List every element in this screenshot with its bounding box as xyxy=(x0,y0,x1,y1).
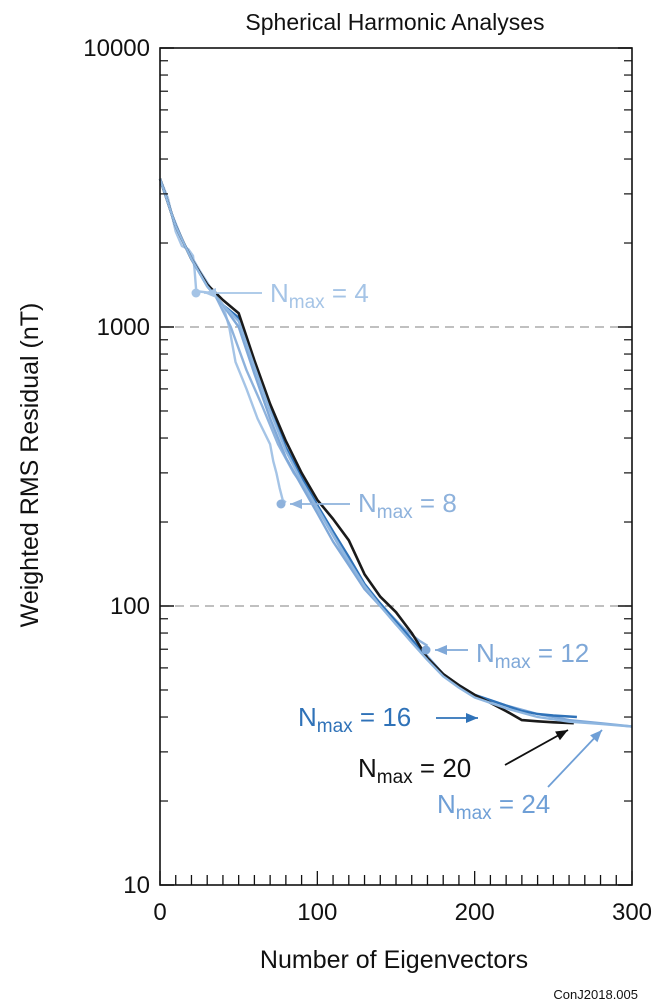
chart-title: Spherical Harmonic Analyses xyxy=(245,9,544,35)
annotation-arrowhead xyxy=(290,499,302,509)
plot-frame xyxy=(159,47,633,886)
series-line-4 xyxy=(158,178,577,719)
x-tick-label-100: 100 xyxy=(297,899,337,926)
x-tick-label-0: 0 xyxy=(153,899,166,926)
ticks: 10 100 1000 10000 0 100 200 300 xyxy=(83,35,652,926)
y-tick-label-10000: 10000 xyxy=(83,35,150,62)
annotation-arrow xyxy=(547,729,603,788)
annotation-label: Nmax = 12 xyxy=(476,638,589,673)
annotation-4: Nmax = 16 xyxy=(298,702,478,737)
series-line-5 xyxy=(158,178,574,725)
annotation-1: Nmax = 4 xyxy=(191,278,369,313)
x-tick-label-200: 200 xyxy=(455,899,495,926)
x-axis-title: Number of Eigenvectors xyxy=(260,946,528,974)
grid xyxy=(160,326,632,607)
annotation-3: Nmax = 12 xyxy=(421,638,589,673)
series-line-2 xyxy=(158,178,429,647)
annotation-dot xyxy=(421,645,431,655)
y-tick-label-1000: 1000 xyxy=(97,314,150,341)
series-line-6 xyxy=(158,178,633,728)
x-tick-label-300: 300 xyxy=(612,899,652,926)
annotations: Nmax = 4 Nmax = 8 Nmax = 12 Nmax = 16 Nmax =… xyxy=(191,278,603,824)
annotation-arrowhead xyxy=(555,730,568,741)
annotation-arrowhead xyxy=(466,713,478,723)
y-tick-label-100: 100 xyxy=(110,593,150,620)
annotation-label: Nmax = 4 xyxy=(270,278,369,313)
annotation-dot xyxy=(191,288,201,298)
annotation-6: Nmax = 24 xyxy=(437,729,603,824)
annotation-dot xyxy=(276,499,286,509)
annotation-2: Nmax = 8 xyxy=(276,488,457,523)
plot-border xyxy=(159,47,633,886)
annotation-label: Nmax = 20 xyxy=(358,753,471,788)
annotation-arrowhead xyxy=(435,645,447,655)
annotation-label: Nmax = 8 xyxy=(358,488,457,523)
y-axis-title: Weighted RMS Residual (nT) xyxy=(16,303,44,628)
annotation-label: Nmax = 16 xyxy=(298,702,411,737)
credit-label: ConJ2018.005 xyxy=(553,987,638,1002)
annotation-arrowhead xyxy=(590,730,602,743)
annotation-arrowhead xyxy=(204,288,216,298)
series-layer xyxy=(158,178,633,728)
annotation-label: Nmax = 24 xyxy=(437,789,550,824)
y-tick-label-10: 10 xyxy=(123,872,150,899)
series-line-1 xyxy=(158,178,287,504)
annotation-5: Nmax = 20 xyxy=(358,729,569,788)
